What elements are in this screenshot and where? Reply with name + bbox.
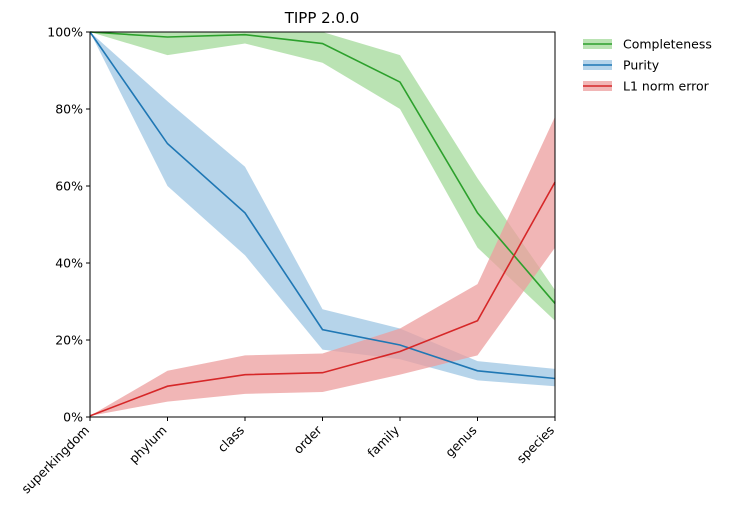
x-tick-label: class (215, 423, 248, 456)
purity-band (90, 32, 555, 387)
purity-line (89, 31, 556, 380)
y-tick-label: 60% (55, 179, 83, 194)
confidence-bands (90, 32, 555, 416)
y-axis: 0% 20% 40% 60% 80% 100% (47, 25, 90, 425)
chart-title: TIPP 2.0.0 (284, 9, 360, 27)
x-tick-label: superkingdom (18, 423, 92, 497)
y-tick-label: 0% (63, 410, 83, 425)
x-tick-label: species (514, 423, 558, 467)
y-tick-label: 40% (55, 256, 83, 271)
l1-norm-error-band (90, 116, 555, 416)
x-tick-label: genus (442, 423, 479, 460)
completeness-line (89, 31, 556, 304)
l1-norm-error-line (89, 181, 556, 417)
x-tick-label: order (290, 422, 325, 457)
completeness-legend-label: Completeness (623, 37, 712, 52)
y-tick-label: 20% (55, 333, 83, 348)
x-tick-label: phylum (126, 423, 170, 467)
y-tick-label: 80% (55, 102, 83, 117)
y-tick-label: 100% (47, 25, 83, 40)
x-tick-label: family (364, 422, 402, 460)
legend: Completeness Purity L1 norm error (583, 37, 712, 94)
l1-norm-error-legend-label: L1 norm error (623, 79, 710, 94)
series-lines (89, 31, 556, 417)
purity-legend-label: Purity (623, 58, 660, 73)
completeness-band (90, 32, 555, 321)
x-axis: superkingdom phylum class order family genus s… (18, 417, 557, 496)
